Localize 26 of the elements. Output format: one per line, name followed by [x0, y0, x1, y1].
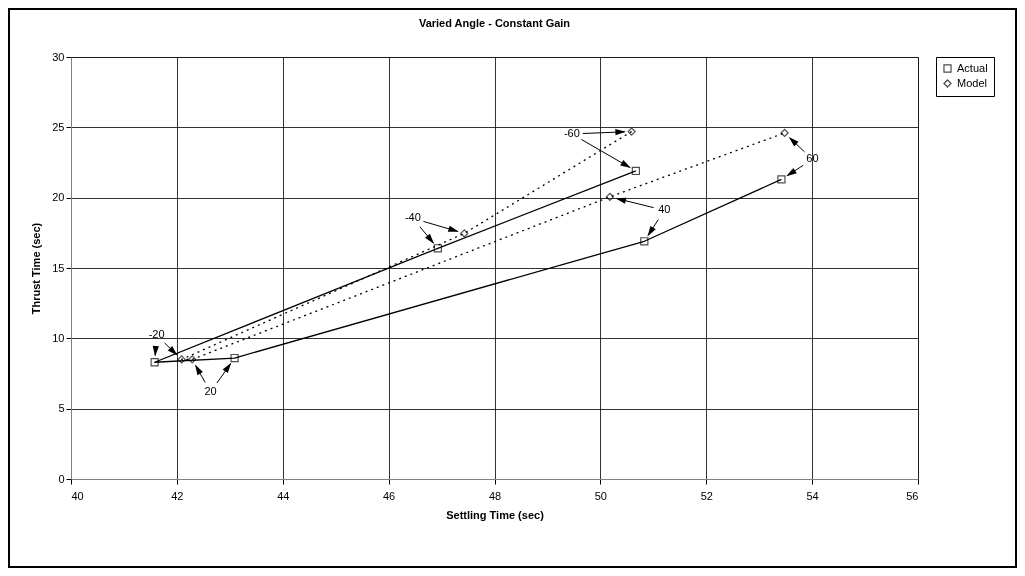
x-tick-label: 52: [700, 489, 713, 502]
x-tick-label: 50: [594, 489, 607, 502]
y-tick-label: 30: [52, 50, 65, 63]
y-tick-label: 15: [52, 261, 65, 274]
annotation: -60: [563, 126, 580, 139]
x-tick-label: 42: [171, 489, 184, 502]
x-tick-label: 44: [277, 489, 290, 502]
x-tick-label: 56: [906, 489, 919, 502]
legend-label: Actual: [957, 61, 988, 74]
y-tick-label: 20: [52, 191, 65, 204]
chart-title: Varied Angle - Constant Gain: [418, 17, 571, 29]
legend-label: Model: [957, 76, 987, 89]
annotation: 20: [204, 385, 217, 398]
x-tick-label: 46: [383, 489, 396, 502]
y-tick-label: 0: [58, 472, 65, 485]
x-tick-label: 54: [806, 489, 819, 502]
y-tick-label: 10: [52, 331, 65, 344]
y-tick-label: 25: [52, 120, 65, 133]
annotation: -20: [148, 328, 165, 341]
y-axis-title: Thrust Time (sec): [30, 222, 43, 315]
annotation: -40: [404, 211, 421, 224]
annotation: 40: [658, 203, 671, 216]
y-tick-label: 5: [58, 402, 65, 415]
x-tick-label: 40: [71, 489, 84, 502]
x-axis-title: Settling Time (sec): [446, 508, 545, 521]
x-tick-label: 48: [488, 489, 502, 502]
